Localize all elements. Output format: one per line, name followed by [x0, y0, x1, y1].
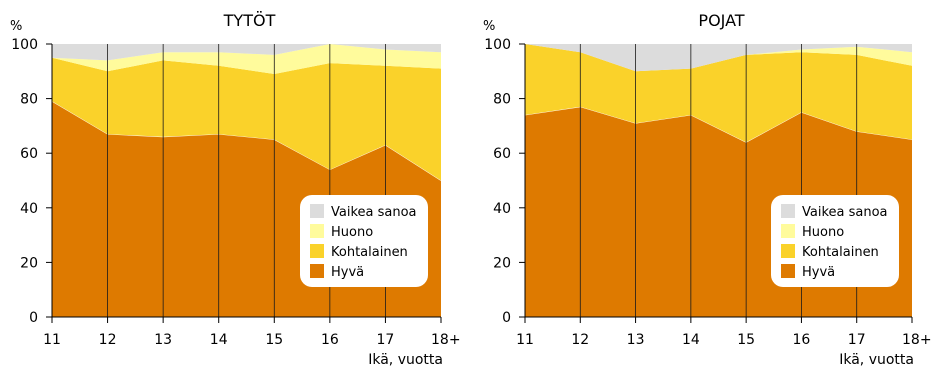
- y-axis-label: %: [10, 19, 22, 34]
- legend-label: Huono: [802, 225, 844, 240]
- chart-panel-left: 0 20 40 60 80 100 11 12 13 14 15 16 17 18+ TYTÖT% Ikä, …: [10, 11, 461, 368]
- legend-box: [300, 195, 428, 287]
- area-huono: [52, 44, 441, 74]
- legend-swatch: [310, 244, 324, 258]
- legend: Vaikea sanoa Huono Kohtalainen Hyvä: [771, 195, 899, 287]
- x-tick-label: 11: [516, 332, 534, 348]
- legend-swatch: [310, 224, 324, 238]
- legend-label: Vaikea sanoa: [802, 205, 888, 220]
- y-axis-label: %: [483, 19, 495, 34]
- y-tick-label: 40: [493, 201, 511, 217]
- x-tick-label: 14: [210, 332, 228, 348]
- y-tick-label: 60: [20, 146, 38, 162]
- y-tick-label: 100: [484, 37, 511, 53]
- legend-label: Vaikea sanoa: [331, 205, 417, 220]
- x-tick-label: 17: [377, 332, 395, 348]
- x-tick-label: 14: [682, 332, 700, 348]
- area-vaikea-sanoa: [52, 44, 441, 61]
- area-huono: [525, 44, 912, 72]
- y-tick-label: 40: [20, 201, 38, 217]
- chart-title: POJAT: [698, 11, 744, 30]
- x-tick-label: 18+: [902, 332, 932, 348]
- legend-swatch: [781, 244, 795, 258]
- y-tick-label: 0: [29, 310, 38, 326]
- x-tick-label: 13: [154, 332, 172, 348]
- legend-label: Kohtalainen: [802, 245, 879, 260]
- y-tick-label: 100: [11, 37, 38, 53]
- y-tick-label: 80: [20, 92, 38, 108]
- legend-swatch: [781, 264, 795, 278]
- x-tick-label: 13: [627, 332, 645, 348]
- area-kohtalainen: [52, 57, 441, 181]
- x-tick-label: 16: [321, 332, 339, 348]
- legend-box: [771, 195, 899, 287]
- x-tick-label: 11: [43, 332, 61, 348]
- x-tick-label: 15: [737, 332, 755, 348]
- x-tick-label: 16: [793, 332, 811, 348]
- x-tick-label: 17: [848, 332, 866, 348]
- legend-swatch: [781, 224, 795, 238]
- legend-label: Hyvä: [331, 265, 364, 280]
- y-tick-label: 80: [493, 92, 511, 108]
- x-tick-label: 18+: [431, 332, 461, 348]
- legend-swatch: [310, 204, 324, 218]
- legend-label: Hyvä: [802, 265, 835, 280]
- x-axis-label: Ikä, vuotta: [839, 352, 914, 368]
- x-tick-label: 12: [571, 332, 589, 348]
- area-vaikea-sanoa: [525, 44, 912, 72]
- x-tick-label: 12: [99, 332, 117, 348]
- legend-label: Kohtalainen: [331, 245, 408, 260]
- chart-panel-right: 0 20 40 60 80 100 11 12 13 14 15 16 17 18+ POJAT% Ikä, …: [483, 11, 932, 368]
- y-tick-label: 20: [20, 255, 38, 271]
- legend-label: Huono: [331, 225, 373, 240]
- y-tick-label: 20: [493, 255, 511, 271]
- legend-swatch: [310, 264, 324, 278]
- area-kohtalainen: [525, 44, 912, 143]
- chart-title: TYTÖT: [223, 11, 276, 30]
- x-axis-label: Ikä, vuotta: [368, 352, 443, 368]
- y-tick-label: 0: [502, 310, 511, 326]
- legend-swatch: [781, 204, 795, 218]
- legend: Vaikea sanoa Huono Kohtalainen Hyvä: [300, 195, 428, 287]
- y-tick-label: 60: [493, 146, 511, 162]
- x-tick-label: 15: [265, 332, 283, 348]
